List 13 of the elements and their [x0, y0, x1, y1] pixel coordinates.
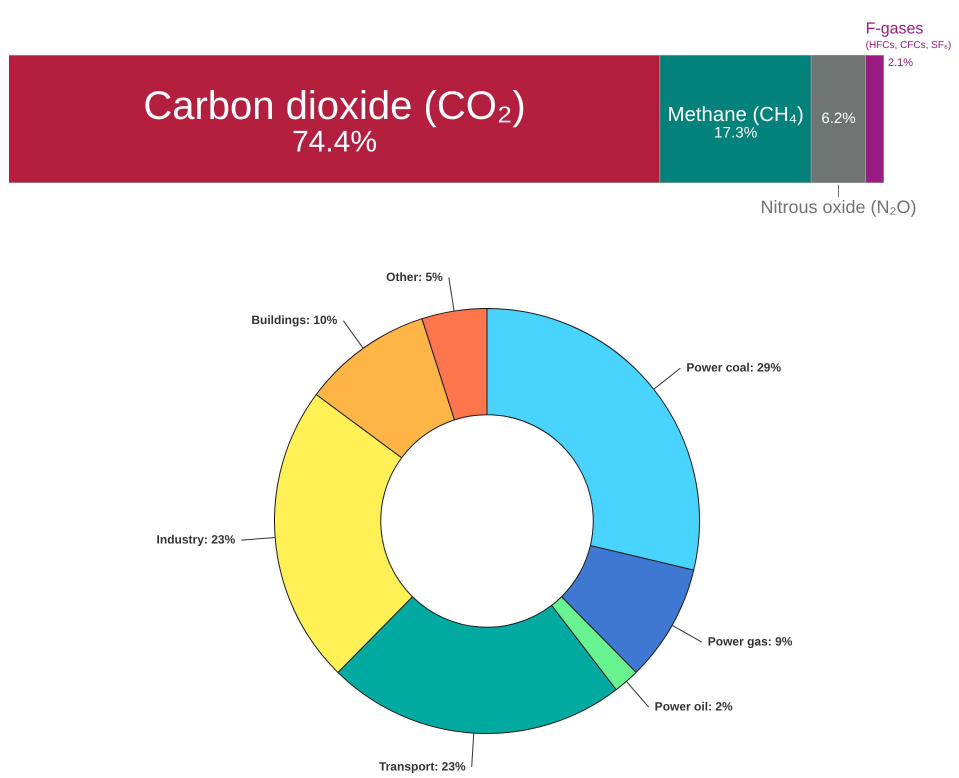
data-label: 2.1%: [888, 57, 914, 70]
series-label: Methane (CH₄): [668, 104, 804, 126]
slice-label: Power oil: 2%: [654, 699, 734, 714]
data-label: 6.2%: [821, 110, 856, 128]
slice-label: Power gas: 9%: [708, 634, 793, 648]
slice-label: Buildings: 10%: [251, 312, 338, 327]
slice-label: Power coal: 29%: [686, 360, 782, 374]
slice-label: Industry: 23%: [156, 532, 236, 546]
slice-label: Other: 5%: [386, 270, 444, 284]
slice-label: Transport: 23%: [378, 759, 466, 774]
legend-label: Nitrous oxide (N₂O): [760, 196, 917, 217]
series-label: F-gases (HFCs, CFCs, SF₆): [866, 20, 952, 51]
data-label: 17.3%: [714, 124, 758, 142]
